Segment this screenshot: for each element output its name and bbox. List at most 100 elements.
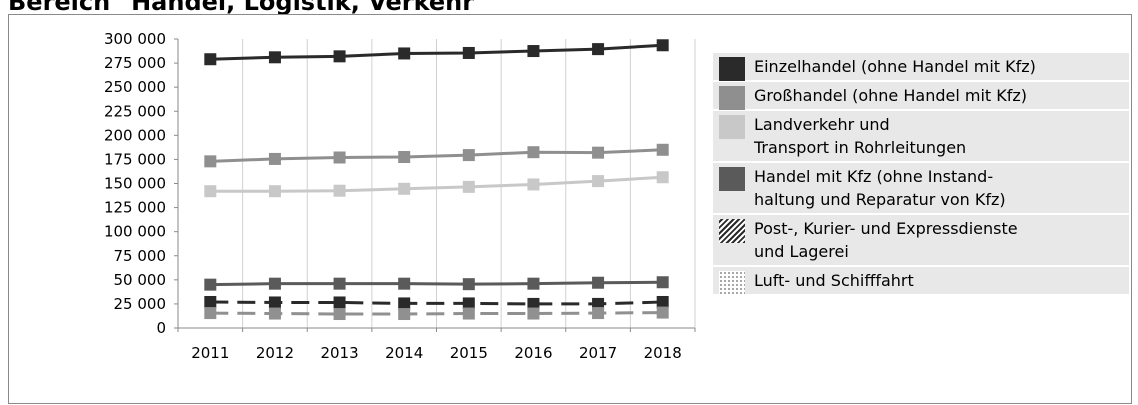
data-point bbox=[204, 185, 217, 198]
legend-entry: Luft- und Schifffahrt bbox=[713, 267, 1129, 295]
line-chart: 0 25 000 50 000 75 000 100 000 125 000 150 000… bbox=[104, 30, 696, 362]
data-point bbox=[398, 297, 411, 310]
legend-swatch bbox=[719, 115, 745, 139]
data-point bbox=[398, 277, 411, 290]
data-point bbox=[462, 149, 475, 162]
data-point bbox=[462, 307, 475, 320]
data-point bbox=[333, 296, 346, 309]
y-tick-label: 150 000 bbox=[104, 175, 166, 193]
data-point bbox=[398, 151, 411, 164]
data-point bbox=[527, 277, 540, 290]
chart-frame: 0 25 000 50 000 75 000 100 000 125 000 150 000… bbox=[8, 14, 1132, 404]
y-tick-label: 125 000 bbox=[104, 199, 166, 217]
y-tick-label: 175 000 bbox=[104, 150, 166, 168]
axes: 0 25 000 50 000 75 000 100 000 125 000 150 000… bbox=[104, 30, 696, 362]
y-tick-label: 300 000 bbox=[104, 30, 166, 48]
legend-swatch bbox=[719, 86, 745, 110]
data-point bbox=[592, 175, 605, 188]
data-point bbox=[656, 143, 669, 156]
legend-label: Handel mit Kfz (ohne Instand- bbox=[754, 167, 994, 186]
legend-label: Großhandel (ohne Handel mit Kfz) bbox=[754, 86, 1028, 105]
y-tick-label: 275 000 bbox=[104, 54, 166, 72]
data-point bbox=[204, 278, 217, 291]
data-point bbox=[333, 277, 346, 290]
data-point bbox=[527, 45, 540, 58]
y-tick-label: 225 000 bbox=[104, 102, 166, 120]
x-tick-label: 2013 bbox=[320, 344, 358, 362]
legend-label: Post-, Kurier- und Expressdienste bbox=[754, 219, 1018, 238]
series-line bbox=[210, 43, 663, 61]
data-point bbox=[204, 307, 217, 320]
series-5 bbox=[204, 306, 669, 321]
legend: Einzelhandel (ohne Handel mit Kfz) Großha… bbox=[713, 53, 1129, 296]
data-point bbox=[204, 155, 217, 168]
legend-swatch bbox=[719, 271, 745, 295]
legend-entry: Einzelhandel (ohne Handel mit Kfz) bbox=[713, 53, 1129, 81]
legend-entry: Großhandel (ohne Handel mit Kfz) bbox=[713, 82, 1129, 110]
data-point bbox=[592, 307, 605, 320]
data-point bbox=[527, 146, 540, 159]
data-point bbox=[592, 43, 605, 56]
series-1 bbox=[204, 143, 669, 168]
data-point bbox=[268, 307, 281, 320]
legend-label: Luft- und Schifffahrt bbox=[754, 271, 914, 290]
data-point bbox=[527, 178, 540, 191]
series-3 bbox=[204, 276, 669, 291]
data-point bbox=[268, 277, 281, 290]
data-point bbox=[656, 276, 669, 289]
x-tick-label: 2012 bbox=[256, 344, 294, 362]
data-point bbox=[462, 278, 475, 291]
legend-label: haltung und Reparatur von Kfz) bbox=[754, 190, 1006, 209]
legend-swatch bbox=[719, 167, 745, 191]
legend-entry: Post-, Kurier- und Expressdienste und Lag… bbox=[713, 215, 1129, 265]
page-heading: Bereich "Handel, Logistik, Verkehr" bbox=[8, 0, 487, 16]
y-tick-label: 0 bbox=[156, 319, 166, 337]
data-point bbox=[656, 306, 669, 319]
data-point bbox=[268, 152, 281, 165]
x-tick-label: 2017 bbox=[579, 344, 617, 362]
series-4 bbox=[204, 295, 669, 310]
data-point bbox=[592, 276, 605, 289]
data-point bbox=[462, 180, 475, 193]
data-point bbox=[204, 295, 217, 308]
y-tick-label: 100 000 bbox=[104, 223, 166, 241]
data-point bbox=[527, 297, 540, 310]
y-tick-label: 75 000 bbox=[114, 247, 167, 265]
data-point bbox=[592, 297, 605, 310]
series-line bbox=[210, 300, 663, 306]
series-line bbox=[210, 280, 663, 287]
data-point bbox=[527, 307, 540, 320]
data-point bbox=[398, 47, 411, 60]
y-tick-label: 200 000 bbox=[104, 126, 166, 144]
legend-label: und Lagerei bbox=[754, 242, 849, 261]
series-line bbox=[210, 148, 663, 163]
x-tick-label: 2011 bbox=[191, 344, 229, 362]
data-point bbox=[268, 51, 281, 64]
data-point bbox=[268, 296, 281, 309]
data-point bbox=[398, 308, 411, 321]
legend-swatch bbox=[719, 219, 745, 243]
legend-swatch bbox=[719, 57, 745, 81]
series-lines bbox=[204, 39, 669, 321]
data-point bbox=[656, 171, 669, 184]
data-point bbox=[462, 46, 475, 59]
data-point bbox=[656, 39, 669, 52]
legend-label: Landverkehr und bbox=[754, 115, 890, 134]
data-point bbox=[333, 50, 346, 63]
x-tick-label: 2016 bbox=[514, 344, 552, 362]
y-tick-label: 25 000 bbox=[114, 295, 167, 313]
series-line bbox=[210, 311, 663, 316]
y-tick-label: 250 000 bbox=[104, 78, 166, 96]
data-point bbox=[204, 53, 217, 66]
data-point bbox=[268, 185, 281, 198]
legend-label: Einzelhandel (ohne Handel mit Kfz) bbox=[754, 57, 1036, 76]
series-2 bbox=[204, 171, 669, 198]
series-line bbox=[210, 175, 663, 193]
legend-label: Transport in Rohrleitungen bbox=[754, 138, 967, 157]
data-point bbox=[592, 146, 605, 159]
legend-entry: Landverkehr und Transport in Rohrleitunge… bbox=[713, 111, 1129, 161]
data-point bbox=[333, 151, 346, 164]
y-tick-label: 50 000 bbox=[114, 271, 167, 289]
data-point bbox=[333, 184, 346, 197]
data-point bbox=[333, 308, 346, 321]
